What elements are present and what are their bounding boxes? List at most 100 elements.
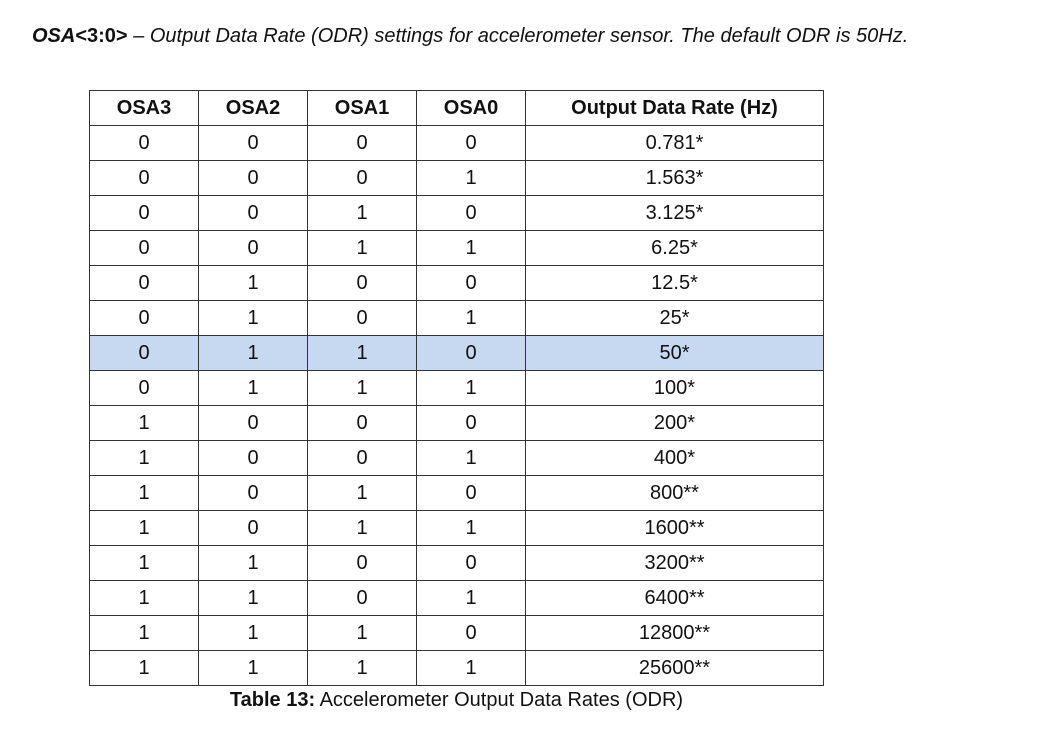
cell-osa1: 1 [307,475,417,511]
cell-osa1: 0 [307,265,417,301]
header-osa1: OSA1 [307,90,417,126]
cell-osa3: 1 [89,510,199,546]
cell-osa1: 1 [307,195,417,231]
header-osa0: OSA0 [416,90,526,126]
table-row: 0 1 0 0 12.5* [89,265,824,301]
table-row: 1 0 0 0 200* [89,405,824,441]
register-bits: <3:0> [75,25,128,47]
cell-osa0: 0 [416,475,526,511]
table-row: 1 1 0 0 3200** [89,545,824,581]
table-row: 0 1 1 1 100* [89,370,824,406]
cell-output-data-rate: 25600** [525,650,824,686]
table-row: 1 1 1 1 25600** [89,650,824,686]
register-name: OSA [32,25,76,47]
cell-osa2: 1 [198,580,308,616]
cell-osa0: 0 [416,405,526,441]
cell-osa1: 0 [307,160,417,196]
cell-output-data-rate: 25* [525,300,824,336]
cell-osa0: 1 [416,510,526,546]
cell-osa2: 0 [198,440,308,476]
cell-osa3: 0 [89,195,199,231]
cell-osa3: 1 [89,405,199,441]
caption-label: Table 13: [229,689,316,711]
cell-osa3: 0 [89,125,199,161]
header-osa2: OSA2 [198,90,308,126]
table-header-row: OSA3 OSA2 OSA1 OSA0 Output Data Rate (Hz… [89,90,824,126]
cell-osa3: 0 [89,230,199,266]
register-description: OSA<3:0> – Output Data Rate (ODR) settin… [32,24,908,48]
cell-osa2: 1 [198,265,308,301]
table-row: 1 0 0 1 400* [89,440,824,476]
cell-osa0: 1 [416,370,526,406]
cell-osa3: 1 [89,615,199,651]
cell-osa1: 1 [307,230,417,266]
cell-osa0: 0 [416,545,526,581]
cell-osa0: 1 [416,650,526,686]
cell-osa2: 0 [198,125,308,161]
cell-osa2: 0 [198,195,308,231]
cell-osa1: 0 [307,580,417,616]
table-row: 1 1 1 0 12800** [89,615,824,651]
cell-osa3: 0 [89,335,199,371]
cell-osa0: 0 [416,335,526,371]
register-description-text: – Output Data Rate (ODR) settings for ac… [127,25,909,47]
caption-text: Accelerometer Output Data Rates (ODR) [315,689,684,711]
cell-osa2: 1 [198,335,308,371]
odr-table: OSA3 OSA2 OSA1 OSA0 Output Data Rate (Hz… [89,90,824,686]
cell-osa3: 0 [89,300,199,336]
cell-osa0: 0 [416,195,526,231]
cell-osa1: 1 [307,650,417,686]
cell-output-data-rate: 12.5* [525,265,824,301]
cell-osa3: 0 [89,265,199,301]
cell-osa3: 1 [89,580,199,616]
cell-osa0: 0 [416,125,526,161]
cell-output-data-rate: 1.563* [525,160,824,196]
cell-osa1: 1 [307,510,417,546]
cell-osa0: 1 [416,300,526,336]
cell-output-data-rate: 800** [525,475,824,511]
cell-output-data-rate: 400* [525,440,824,476]
cell-osa2: 1 [198,615,308,651]
cell-osa1: 0 [307,125,417,161]
cell-osa1: 1 [307,615,417,651]
table-row: 0 1 0 1 25* [89,300,824,336]
table-body: 0 0 0 0 0.781* 0 0 0 1 1.563* 0 0 1 0 3.125* 0 0 1 1 6.25* 0… [89,125,824,686]
cell-osa1: 0 [307,405,417,441]
table-row: 0 0 1 0 3.125* [89,195,824,231]
cell-output-data-rate: 3.125* [525,195,824,231]
cell-osa3: 1 [89,650,199,686]
table-row: 1 1 0 1 6400** [89,580,824,616]
cell-osa0: 1 [416,440,526,476]
cell-osa3: 0 [89,160,199,196]
cell-osa1: 1 [307,370,417,406]
cell-osa2: 0 [198,405,308,441]
header-osa3: OSA3 [89,90,199,126]
cell-osa0: 1 [416,160,526,196]
cell-osa2: 1 [198,300,308,336]
cell-osa3: 1 [89,545,199,581]
cell-osa1: 0 [307,300,417,336]
cell-osa1: 1 [307,335,417,371]
table-row: 1 0 1 1 1600** [89,510,824,546]
cell-osa1: 0 [307,440,417,476]
header-output-data-rate: Output Data Rate (Hz) [525,90,824,126]
cell-osa2: 1 [198,650,308,686]
cell-output-data-rate: 200* [525,405,824,441]
table-row: 0 0 0 1 1.563* [89,160,824,196]
cell-osa2: 1 [198,370,308,406]
cell-output-data-rate: 6.25* [525,230,824,266]
cell-osa2: 0 [198,510,308,546]
cell-osa2: 0 [198,160,308,196]
cell-osa1: 0 [307,545,417,581]
cell-osa0: 0 [416,265,526,301]
cell-osa3: 1 [89,440,199,476]
cell-output-data-rate: 1600** [525,510,824,546]
table-row: 0 1 1 0 50* [89,335,824,371]
cell-osa2: 0 [198,475,308,511]
cell-osa0: 0 [416,615,526,651]
cell-osa2: 1 [198,545,308,581]
cell-output-data-rate: 100* [525,370,824,406]
cell-osa3: 1 [89,475,199,511]
cell-output-data-rate: 3200** [525,545,824,581]
cell-output-data-rate: 0.781* [525,125,824,161]
